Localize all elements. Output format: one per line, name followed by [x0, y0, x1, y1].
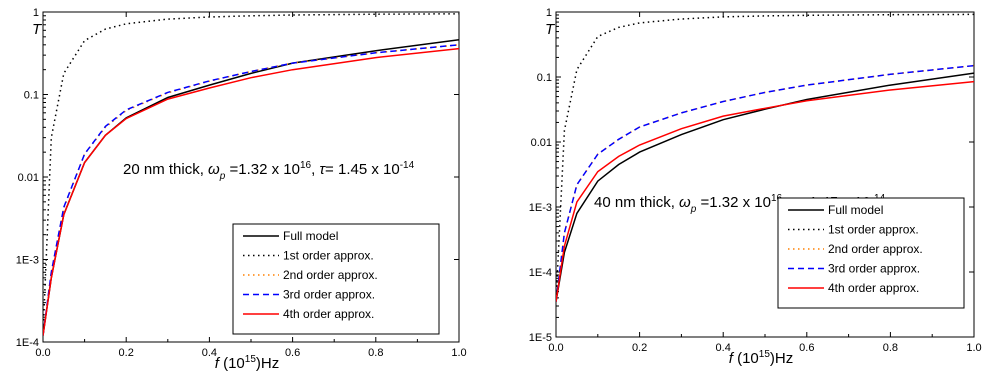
text-segment: )Hz [256, 355, 279, 372]
y-tick-label: 0.1 [24, 90, 39, 102]
legend-label: 2nd order approx. [828, 242, 923, 256]
text-segment: = 1.45 x 10 [325, 161, 400, 178]
y-tick-label: 1E-4 [16, 337, 39, 349]
text-segment: 20 nm thick, [123, 161, 208, 178]
x-tick-label: 1.0 [966, 342, 981, 354]
x-tick-label: 0.6 [799, 342, 814, 354]
omega-symbol: ω [208, 161, 220, 178]
chart-panel-1: 0.0 0.2 0.4 0.6 0.8 1.0 1E-4 1E-3 0.01 0.1 1 Tf (10… [16, 7, 467, 372]
text-segment: (10 [737, 350, 759, 367]
legend-label: 1st order approx. [283, 249, 374, 263]
text-segment: )Hz [770, 350, 793, 367]
x-tick-label: 0.6 [285, 347, 300, 359]
y-tick-label: 1 [33, 7, 39, 19]
y-tick-label: 0.01 [531, 137, 552, 149]
y-tick-label: 1 [546, 7, 552, 19]
superscript: -14 [400, 160, 415, 171]
omega-symbol: ω [679, 194, 691, 211]
y-axis-title: T [545, 21, 556, 38]
series-line-3rd-order-approx- [556, 64, 974, 302]
x-axis-var: f [215, 355, 223, 372]
subscript: p [690, 204, 697, 215]
x-tick-label: 0.2 [119, 347, 134, 359]
series-line-3rd-order-approx- [43, 44, 459, 336]
text-segment: 40 nm thick, [594, 194, 679, 211]
x-tick-label: 0.8 [368, 347, 383, 359]
text-segment: =1.32 x 10 [696, 194, 771, 211]
y-tick-label: 1E-3 [529, 202, 552, 214]
x-tick-label: 0.0 [35, 347, 50, 359]
superscript: 15 [759, 349, 771, 360]
x-tick-label: 0.2 [632, 342, 647, 354]
x-tick-label: 0.4 [202, 347, 217, 359]
y-tick-label: 0.01 [18, 172, 39, 184]
chart-panel-2: 0.0 0.2 0.4 0.6 0.8 1.0 1E-5 1E-4 1E-3 0.01 0.1 1 Tf… [529, 7, 982, 367]
chart-annotation: 20 nm thick, ωp =1.32 x 1016, τ= 1.45 x … [123, 160, 415, 182]
legend-label: 1st order approx. [828, 223, 919, 237]
text-segment: (10 [223, 355, 245, 372]
x-axis-title: f (1015)Hz [729, 349, 793, 367]
superscript: 16 [771, 193, 783, 204]
y-tick-label: 1E-4 [529, 267, 552, 279]
legend-label: Full model [283, 229, 338, 243]
superscript: 16 [300, 160, 312, 171]
text-segment: =1.32 x 10 [225, 161, 300, 178]
legend-label: 3rd order approx. [828, 262, 920, 276]
y-axis-title: T [32, 21, 43, 38]
legend-label: 4th order approx. [283, 307, 374, 321]
superscript: 15 [245, 354, 257, 365]
x-tick-label: 0.8 [883, 342, 898, 354]
tau-symbol: τ [319, 161, 326, 178]
series-line-4th-order-approx- [556, 80, 974, 302]
x-tick-label: 0.4 [716, 342, 731, 354]
x-axis-var: f [729, 350, 737, 367]
legend-label: Full model [828, 203, 883, 217]
series-line-4th-order-approx- [43, 47, 459, 336]
series-line-full-model [556, 72, 974, 302]
text-segment: , [311, 161, 319, 178]
x-tick-label: 0.0 [548, 342, 563, 354]
legend-label: 3rd order approx. [283, 288, 375, 302]
legend-box [777, 197, 965, 309]
y-tick-label: 0.1 [537, 72, 552, 84]
x-axis-title: f (1015)Hz [215, 354, 279, 372]
subscript: p [219, 171, 226, 182]
legend-label: 4th order approx. [828, 281, 919, 295]
legend-box [232, 223, 440, 335]
legend-label: 2nd order approx. [283, 268, 378, 282]
x-tick-label: 1.0 [451, 347, 466, 359]
y-tick-label: 1E-5 [529, 332, 552, 344]
y-tick-label: 1E-3 [16, 255, 39, 267]
